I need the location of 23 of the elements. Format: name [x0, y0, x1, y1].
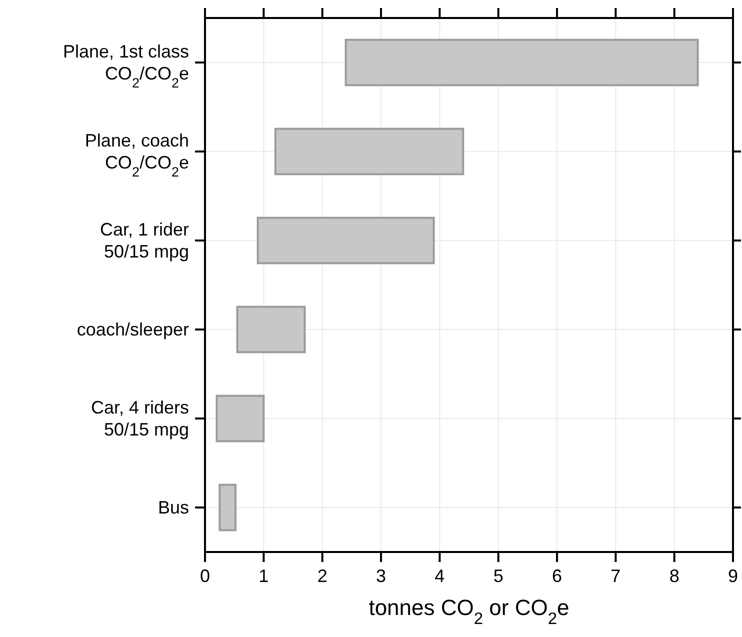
x-tick-label: 3 [376, 566, 386, 586]
x-tick-label: 6 [552, 566, 562, 586]
x-tick-label: 0 [200, 566, 210, 586]
x-tick-label: 5 [493, 566, 504, 586]
y-tick-label: Plane, coach CO$_{2}$/CO$_{2}$e [84, 130, 189, 179]
bar [256, 216, 435, 264]
bar [344, 38, 699, 86]
y-tick-label: Bus [158, 498, 189, 518]
x-tick-label: 9 [728, 566, 738, 586]
x-tick-label: 1 [258, 566, 269, 586]
x-tick-label: 4 [434, 566, 445, 586]
y-tick-label: Car, 1 rider 50/15 mpg [100, 220, 189, 262]
y-tick-label: Car, 4 riders 50/15 mpg [90, 398, 189, 440]
bar [236, 306, 306, 354]
x-tick-label: 2 [317, 566, 328, 586]
y-tick-label: coach/sleeper [76, 320, 189, 340]
bar [218, 484, 237, 532]
y-tick-label: Plane, 1st class CO$_{2}$/CO$_{2}$e [62, 42, 189, 90]
bar [274, 128, 464, 176]
x-tick-label: 7 [610, 566, 621, 586]
x-axis-title: tonnes CO$_{2}$ or CO$_{2}$e [368, 595, 570, 628]
bar [216, 394, 265, 442]
x-tick-label: 8 [669, 566, 680, 586]
